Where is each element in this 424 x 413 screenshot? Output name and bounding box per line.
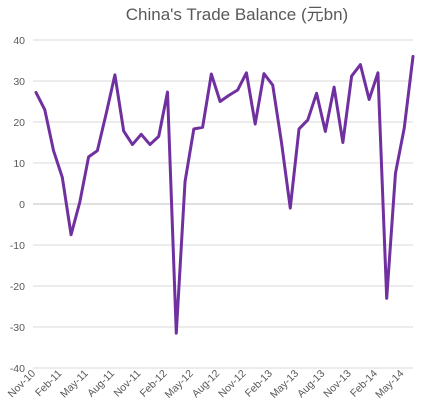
y-tick-label: 0 xyxy=(19,199,25,211)
data-point xyxy=(193,128,195,130)
data-point xyxy=(386,297,388,299)
data-point xyxy=(324,130,326,132)
data-point xyxy=(53,150,55,152)
data-point xyxy=(219,101,221,102)
data-point xyxy=(245,72,247,74)
data-point xyxy=(254,123,256,125)
chart-title: China's Trade Balance (元bn) xyxy=(126,5,348,24)
y-axis-tick-labels: -40 -30 -20 -10 0 10 20 30 40 xyxy=(10,35,25,375)
y-tick-label: -30 xyxy=(10,322,25,334)
y-tick-label: -10 xyxy=(10,240,25,252)
data-point xyxy=(131,144,133,146)
data-point xyxy=(44,109,46,111)
data-point xyxy=(403,127,405,129)
data-point xyxy=(123,130,125,132)
x-tick-label: Aug-12 xyxy=(190,368,223,401)
x-axis-tick-labels: Nov-10Feb-11May-11Aug-11Nov-11Feb-12May-… xyxy=(6,368,407,401)
gridlines xyxy=(33,39,413,369)
y-tick-label: 20 xyxy=(13,117,25,129)
data-point xyxy=(61,176,63,178)
data-point xyxy=(70,234,72,236)
data-point xyxy=(79,201,81,203)
data-point xyxy=(210,73,212,75)
data-point xyxy=(158,135,160,137)
data-point xyxy=(280,142,282,143)
data-point xyxy=(140,133,142,135)
data-point xyxy=(342,142,344,143)
x-tick-label: Nov-12 xyxy=(216,368,249,401)
data-point xyxy=(368,98,370,100)
data-point xyxy=(333,86,335,88)
data-point xyxy=(228,94,230,96)
data-point xyxy=(377,72,379,74)
data-point xyxy=(298,128,300,130)
data-point xyxy=(272,84,274,86)
x-tick-label: Nov-11 xyxy=(111,368,143,400)
data-point xyxy=(114,74,116,76)
data-point xyxy=(412,55,414,57)
data-point xyxy=(35,91,37,93)
x-tick-label: May-11 xyxy=(58,368,91,401)
x-tick-label: May-14 xyxy=(373,368,406,401)
y-tick-label: 40 xyxy=(13,35,25,47)
x-tick-label: Aug-11 xyxy=(85,368,117,400)
data-point xyxy=(96,150,98,152)
data-point xyxy=(394,172,396,174)
data-point xyxy=(316,92,318,94)
data-point xyxy=(307,119,309,121)
data-point xyxy=(105,113,107,115)
data-point xyxy=(184,180,186,182)
y-tick-label: -40 xyxy=(10,363,25,375)
series-line-0 xyxy=(34,54,415,335)
y-tick-label: 30 xyxy=(13,76,25,88)
x-tick-label: May-13 xyxy=(268,368,301,401)
data-point xyxy=(351,75,353,77)
data-point xyxy=(237,89,239,91)
data-point xyxy=(359,64,361,66)
series-layer xyxy=(34,54,415,335)
data-point xyxy=(289,207,291,209)
data-point xyxy=(167,91,169,93)
data-point xyxy=(88,156,90,158)
x-tick-label: Nov-13 xyxy=(321,368,354,401)
data-point xyxy=(263,73,265,75)
data-point xyxy=(202,126,204,128)
x-tick-label: May-12 xyxy=(163,368,196,401)
x-tick-label: Aug-13 xyxy=(295,368,328,401)
y-tick-label: 10 xyxy=(13,158,25,170)
data-point xyxy=(149,144,151,146)
data-point xyxy=(175,332,177,334)
y-tick-label: -20 xyxy=(10,281,25,293)
